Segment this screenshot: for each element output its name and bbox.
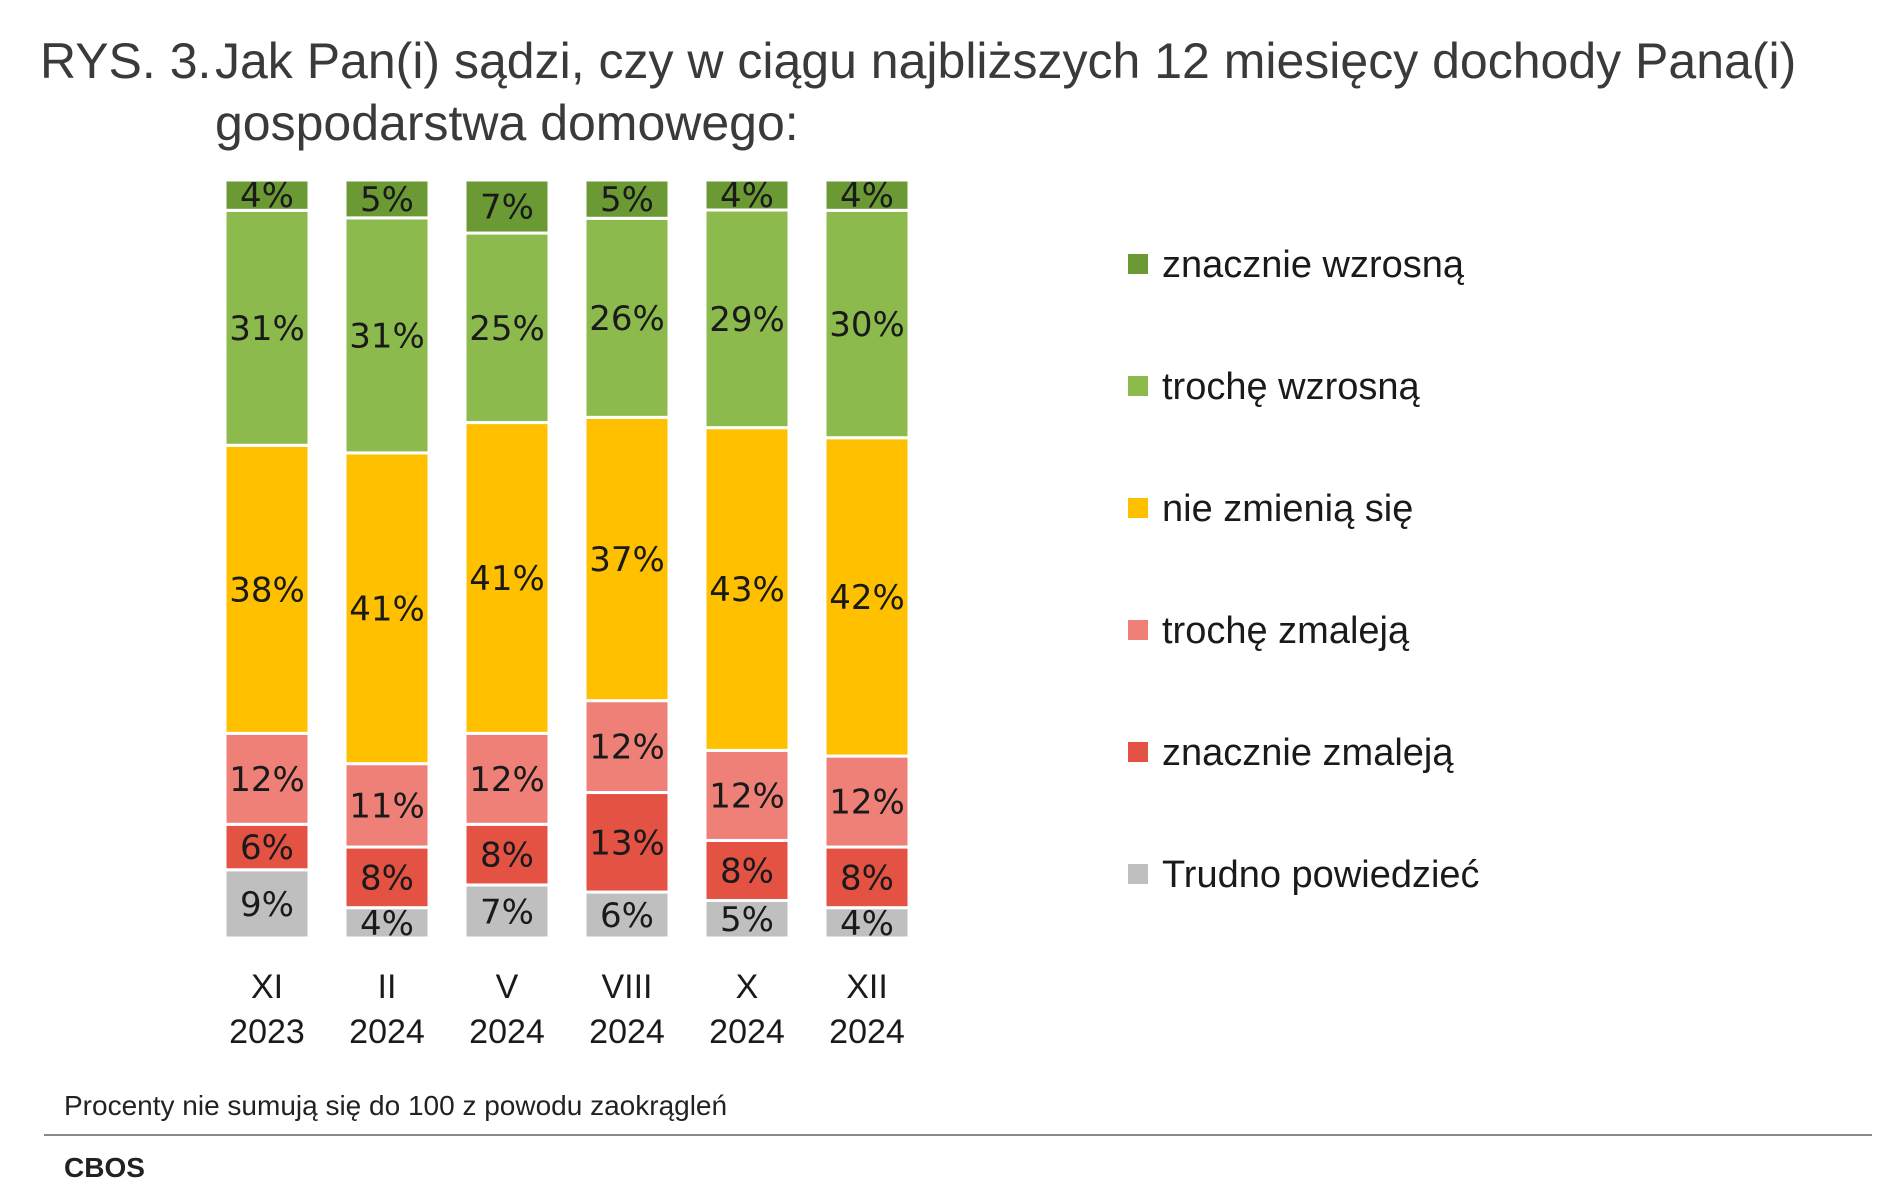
data-label-troche-zmaleja-4: 12% bbox=[709, 776, 785, 816]
data-label-znacznie-wzrosna-4: 4% bbox=[720, 176, 774, 216]
legend-label-znacznie-zmaleja: znacznie zmaleją bbox=[1162, 732, 1454, 774]
x-tick-label-1: II 2024 bbox=[349, 968, 425, 1051]
x-tick-label-3: VIII 2024 bbox=[589, 968, 665, 1051]
legend-label-nie-zmienia-sie: nie zmienią się bbox=[1162, 488, 1413, 530]
legend-swatch-troche-zmaleja bbox=[1128, 620, 1148, 640]
data-label-znacznie-wzrosna-2: 7% bbox=[480, 188, 534, 228]
data-label-nie-zmienia-sie-0: 38% bbox=[229, 570, 305, 610]
data-label-trudno-powiedziec-5: 4% bbox=[840, 904, 894, 944]
data-label-nie-zmienia-sie-4: 43% bbox=[709, 570, 785, 610]
bar-segment-znacznie-zmaleja-1 bbox=[343, 845, 431, 910]
x-tick-label-5: XII 2024 bbox=[829, 968, 905, 1051]
data-label-trudno-powiedziec-1: 4% bbox=[360, 904, 414, 944]
legend-label-trudno-powiedziec: Trudno powiedzieć bbox=[1162, 854, 1480, 896]
data-label-znacznie-wzrosna-0: 4% bbox=[240, 176, 294, 216]
bar-segment-znacznie-wzrosna-0 bbox=[223, 178, 311, 212]
bar-segment-trudno-powiedziec-5 bbox=[823, 906, 911, 940]
data-label-trudno-powiedziec-4: 5% bbox=[720, 900, 774, 940]
data-label-troche-zmaleja-2: 12% bbox=[469, 760, 545, 800]
bar-segment-nie-zmienia-sie-5 bbox=[823, 436, 911, 758]
legend-swatch-nie-zmienia-sie bbox=[1128, 498, 1148, 518]
legend: znacznie wzrosną trochę wzrosną nie zmieni… bbox=[1128, 244, 1480, 896]
x-tick-label-2: V 2024 bbox=[469, 968, 545, 1051]
data-label-troche-wzrosna-4: 29% bbox=[709, 300, 785, 340]
data-label-troche-wzrosna-0: 31% bbox=[229, 309, 305, 349]
x-tick-label-0: XI 2023 bbox=[229, 968, 305, 1051]
data-label-znacznie-zmaleja-0: 6% bbox=[240, 828, 294, 868]
bar-segment-troche-zmaleja-5 bbox=[823, 754, 911, 849]
data-label-nie-zmienia-sie-1: 41% bbox=[349, 589, 425, 629]
bar-segment-troche-wzrosna-5 bbox=[823, 208, 911, 440]
x-tick-label-4: X 2024 bbox=[709, 968, 785, 1051]
data-label-troche-wzrosna-1: 31% bbox=[349, 316, 425, 356]
bar-segment-znacznie-wzrosna-4 bbox=[703, 178, 791, 212]
data-label-troche-zmaleja-5: 12% bbox=[829, 783, 905, 823]
data-label-troche-zmaleja-3: 12% bbox=[589, 728, 665, 768]
legend-swatch-znacznie-zmaleja bbox=[1128, 742, 1148, 762]
legend-swatch-znacznie-wzrosna bbox=[1128, 254, 1148, 274]
bar-segment-znacznie-wzrosna-3 bbox=[583, 178, 671, 220]
bar-segment-troche-zmaleja-3 bbox=[583, 699, 671, 795]
bar-segment-nie-zmienia-sie-4 bbox=[703, 426, 791, 752]
data-label-troche-zmaleja-0: 12% bbox=[229, 760, 305, 800]
data-label-znacznie-zmaleja-4: 8% bbox=[720, 851, 774, 891]
source-label: CBOS bbox=[64, 1152, 145, 1183]
bar-segment-troche-wzrosna-4 bbox=[703, 208, 791, 430]
title-text: Jak Pan(i) sądzi, czy w ciągu najbliższy… bbox=[215, 33, 1797, 151]
bar-segment-troche-zmaleja-1 bbox=[343, 762, 431, 849]
bar-segment-nie-zmienia-sie-1 bbox=[343, 451, 431, 766]
bar-segment-nie-zmienia-sie-3 bbox=[583, 415, 671, 703]
data-label-troche-wzrosna-3: 26% bbox=[589, 299, 665, 339]
legend-label-troche-wzrosna: trochę wzrosną bbox=[1162, 366, 1421, 408]
data-label-znacznie-zmaleja-2: 8% bbox=[480, 836, 534, 876]
x-axis-labels: XI 2023 II 2024 V 2024 VIII 2024 X 2024 XII 2024 bbox=[229, 968, 905, 1051]
data-label-nie-zmienia-sie-3: 37% bbox=[589, 540, 665, 580]
bar-segment-znacznie-wzrosna-2 bbox=[463, 178, 551, 235]
data-label-trudno-powiedziec-2: 7% bbox=[480, 892, 534, 932]
data-label-znacznie-zmaleja-5: 8% bbox=[840, 858, 894, 898]
bar-segment-troche-zmaleja-2 bbox=[463, 731, 551, 826]
bar-segment-znacznie-wzrosna-5 bbox=[823, 178, 911, 212]
bar-segment-znacznie-zmaleja-2 bbox=[463, 822, 551, 887]
data-label-znacznie-zmaleja-3: 13% bbox=[589, 823, 665, 863]
legend-label-troche-zmaleja: trochę zmaleją bbox=[1162, 610, 1410, 652]
legend-swatch-trudno-powiedziec bbox=[1128, 864, 1148, 884]
data-label-nie-zmienia-sie-5: 42% bbox=[829, 578, 905, 618]
data-label-trudno-powiedziec-0: 9% bbox=[240, 885, 294, 925]
bar-segment-nie-zmienia-sie-2 bbox=[463, 421, 551, 735]
data-label-znacznie-zmaleja-1: 8% bbox=[360, 858, 414, 898]
divider bbox=[44, 1134, 1872, 1136]
bar-segment-znacznie-wzrosna-1 bbox=[343, 178, 431, 220]
bar-segment-znacznie-zmaleja-3 bbox=[583, 791, 671, 894]
legend-label-znacznie-wzrosna: znacznie wzrosną bbox=[1162, 244, 1465, 286]
legend-swatch-troche-wzrosna bbox=[1128, 376, 1148, 396]
bars-group: 9% 6% 12% 38% 31% 4% 4% 8% 11% 41% 31% 5% 7% 8% 12% 41%… bbox=[223, 176, 911, 944]
data-label-nie-zmienia-sie-2: 41% bbox=[469, 559, 545, 599]
data-label-znacznie-wzrosna-1: 5% bbox=[360, 180, 414, 220]
bar-segment-troche-zmaleja-4 bbox=[703, 748, 791, 842]
bar-segment-znacznie-zmaleja-0 bbox=[223, 822, 311, 872]
data-label-znacznie-wzrosna-5: 4% bbox=[840, 176, 894, 216]
bar-segment-nie-zmienia-sie-0 bbox=[223, 443, 311, 735]
figure-number: RYS. 3. bbox=[40, 33, 212, 89]
data-label-troche-wzrosna-5: 30% bbox=[829, 305, 905, 345]
data-label-troche-zmaleja-1: 11% bbox=[349, 786, 425, 826]
bar-segment-troche-wzrosna-2 bbox=[463, 231, 551, 425]
bar-segment-trudno-powiedziec-4 bbox=[703, 898, 791, 940]
data-label-znacznie-wzrosna-3: 5% bbox=[600, 180, 654, 220]
data-label-troche-wzrosna-2: 25% bbox=[469, 309, 545, 349]
footnote: Procenty nie sumują się do 100 z powodu … bbox=[64, 1090, 728, 1121]
data-label-trudno-powiedziec-3: 6% bbox=[600, 896, 654, 936]
